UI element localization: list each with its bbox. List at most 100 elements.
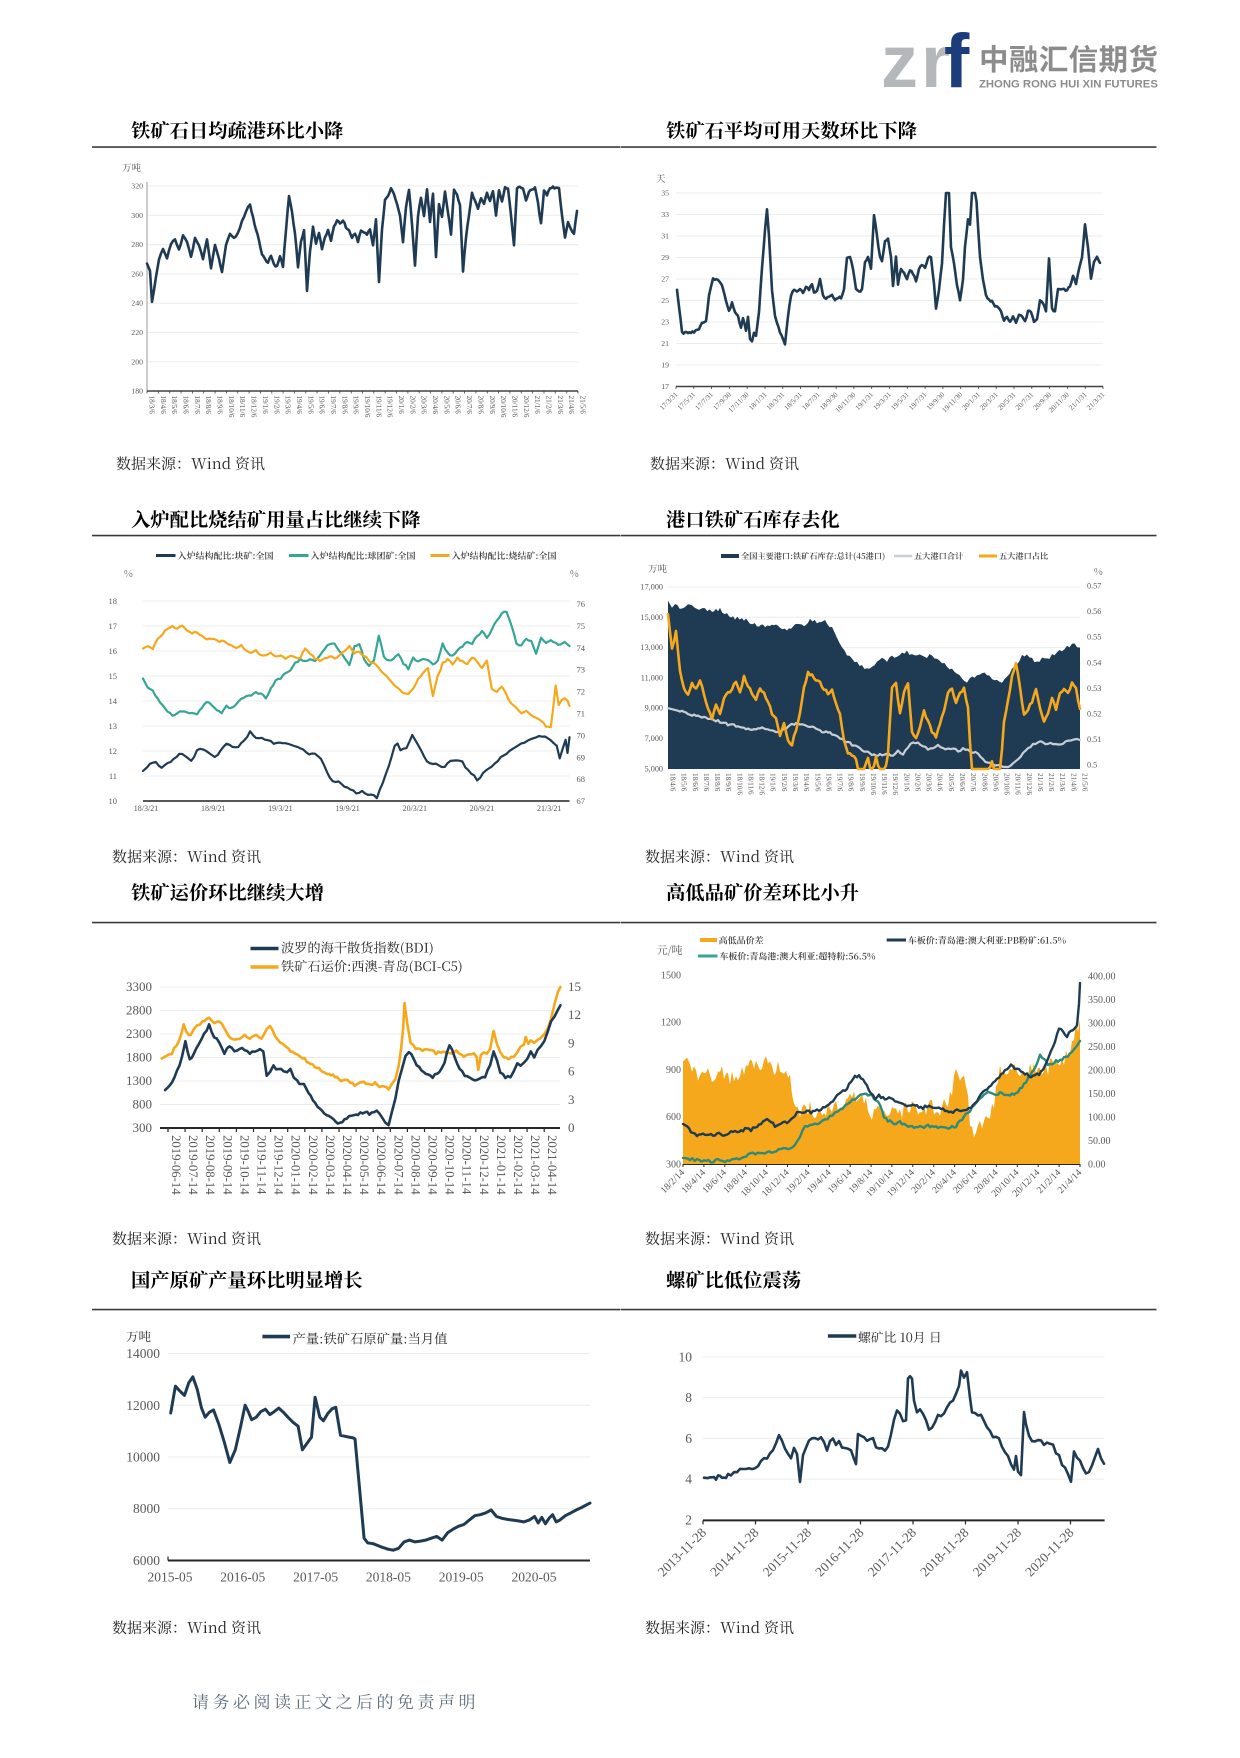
svg-text:20/6/6: 20/6/6	[958, 773, 966, 792]
svg-text:19/10/6: 19/10/6	[363, 396, 371, 418]
svg-text:19/2/6: 19/2/6	[272, 396, 280, 415]
svg-text:20/6/6: 20/6/6	[454, 395, 462, 414]
svg-text:4: 4	[685, 1472, 692, 1487]
svg-text:76: 76	[577, 599, 586, 609]
svg-text:73: 73	[577, 665, 586, 675]
svg-text:6: 6	[685, 1431, 692, 1446]
svg-text:19/4/6: 19/4/6	[295, 395, 303, 414]
svg-text:6000: 6000	[133, 1553, 160, 1568]
svg-text:20/1/6: 20/1/6	[397, 395, 405, 414]
svg-text:18/12/6: 18/12/6	[250, 396, 258, 418]
svg-text:2020-05-14: 2020-05-14	[357, 1135, 371, 1195]
svg-text:2019-12-14: 2019-12-14	[272, 1135, 286, 1195]
svg-text:0: 0	[568, 1120, 575, 1135]
svg-text:ZHONG RONG HUI XIN FUTURES: ZHONG RONG HUI XIN FUTURES	[979, 79, 1158, 91]
svg-text:21/5/6: 21/5/6	[579, 396, 587, 415]
svg-text:35: 35	[661, 189, 669, 198]
svg-text:20/5/6: 20/5/6	[947, 773, 955, 792]
svg-text:2017-05: 2017-05	[293, 1570, 338, 1585]
svg-text:21/1/6: 21/1/6	[533, 395, 541, 414]
svg-text:300: 300	[133, 1120, 153, 1135]
svg-text:19/12/6: 19/12/6	[891, 773, 899, 795]
svg-text:17,000: 17,000	[640, 583, 663, 592]
svg-text:3: 3	[568, 1092, 575, 1107]
svg-text:20/9/6: 20/9/6	[488, 396, 496, 415]
svg-text:18/9/6: 18/9/6	[216, 396, 224, 415]
svg-text:20/11/6: 20/11/6	[1014, 773, 1022, 795]
svg-text:200: 200	[131, 357, 143, 366]
svg-text:9,000: 9,000	[645, 704, 663, 713]
svg-text:1500: 1500	[661, 971, 681, 982]
svg-text:19/9/6: 19/9/6	[352, 396, 360, 415]
svg-text:2300: 2300	[126, 1026, 152, 1041]
svg-text:17: 17	[109, 621, 118, 631]
svg-text:2021-01-14: 2021-01-14	[494, 1135, 508, 1195]
svg-text:20/12/6: 20/12/6	[522, 396, 530, 418]
svg-text:2020-08-14: 2020-08-14	[408, 1135, 422, 1195]
svg-text:31: 31	[661, 232, 669, 241]
svg-text:23: 23	[661, 318, 669, 327]
svg-text:21/1/6: 21/1/6	[1036, 773, 1044, 792]
svg-text:2019-08-14: 2019-08-14	[203, 1135, 217, 1195]
svg-text:11: 11	[109, 771, 117, 781]
svg-text:2015-05: 2015-05	[148, 1570, 193, 1585]
svg-text:19/12/6: 19/12/6	[386, 396, 394, 418]
svg-text:2020-01-14: 2020-01-14	[289, 1135, 303, 1195]
svg-text:2800: 2800	[126, 1003, 152, 1018]
svg-text:74: 74	[577, 643, 586, 653]
svg-text:2019-11-14: 2019-11-14	[255, 1135, 269, 1195]
svg-text:20/7/6: 20/7/6	[969, 773, 977, 792]
svg-text:2: 2	[685, 1512, 692, 1527]
svg-text:12: 12	[568, 1007, 581, 1022]
svg-text:67: 67	[577, 796, 586, 806]
svg-text:20/10/6: 20/10/6	[1003, 773, 1011, 795]
svg-text:18/10/6: 18/10/6	[735, 773, 743, 795]
svg-text:11,000: 11,000	[641, 673, 663, 682]
svg-text:21/4/6: 21/4/6	[567, 396, 575, 415]
svg-text:19/5/6: 19/5/6	[306, 396, 314, 415]
svg-text:20/4/6: 20/4/6	[936, 773, 944, 792]
svg-text:18/8/6: 18/8/6	[204, 395, 212, 414]
svg-text:150.00: 150.00	[1088, 1089, 1116, 1100]
svg-text:18/9/21: 18/9/21	[201, 804, 225, 813]
svg-text:19/4/6: 19/4/6	[802, 773, 810, 792]
svg-text:2021-03-14: 2021-03-14	[528, 1135, 542, 1195]
svg-text:19/3/6: 19/3/6	[791, 773, 799, 792]
svg-text:20/3/21: 20/3/21	[403, 804, 427, 813]
svg-text:2019-05: 2019-05	[439, 1570, 484, 1585]
svg-text:20/2/6: 20/2/6	[913, 773, 921, 792]
svg-text:18/10/6: 18/10/6	[227, 396, 235, 418]
svg-text:21/2/6: 21/2/6	[1047, 773, 1055, 792]
svg-text:2016-05: 2016-05	[220, 1570, 265, 1585]
svg-text:300: 300	[131, 211, 143, 220]
svg-text:20/9/21: 20/9/21	[470, 804, 494, 813]
svg-text:18/6/6: 18/6/6	[691, 773, 699, 792]
svg-text:18/4/6: 18/4/6	[159, 395, 167, 414]
svg-text:260: 260	[131, 269, 143, 278]
svg-text:180: 180	[131, 387, 143, 396]
svg-text:1800: 1800	[126, 1050, 152, 1065]
svg-text:19: 19	[661, 361, 669, 370]
svg-text:7,000: 7,000	[645, 734, 663, 743]
svg-text:27: 27	[661, 275, 669, 284]
svg-text:71: 71	[577, 709, 586, 719]
svg-text:18/8/6: 18/8/6	[713, 773, 721, 792]
svg-text:19/1/6: 19/1/6	[769, 773, 777, 792]
svg-text:68: 68	[577, 774, 586, 784]
svg-text:0.53: 0.53	[1087, 684, 1101, 693]
svg-text:2020-11-14: 2020-11-14	[460, 1135, 474, 1195]
svg-text:0.57: 0.57	[1087, 582, 1101, 591]
svg-text:2021-04-14: 2021-04-14	[545, 1135, 559, 1195]
svg-text:21/3/6: 21/3/6	[1058, 773, 1066, 792]
svg-text:zr: zr	[881, 20, 953, 103]
svg-text:0.00: 0.00	[1088, 1160, 1106, 1171]
svg-text:21/2/6: 21/2/6	[544, 396, 552, 415]
svg-text:20/12/6: 20/12/6	[1025, 773, 1033, 795]
svg-text:2021-02-14: 2021-02-14	[511, 1135, 525, 1195]
svg-text:19/11/6: 19/11/6	[374, 395, 382, 417]
svg-text:15: 15	[109, 671, 118, 681]
svg-text:2020-10-14: 2020-10-14	[443, 1135, 457, 1195]
svg-text:13: 13	[109, 721, 118, 731]
svg-text:0.55: 0.55	[1087, 633, 1101, 642]
svg-text:100.00: 100.00	[1088, 1113, 1116, 1124]
